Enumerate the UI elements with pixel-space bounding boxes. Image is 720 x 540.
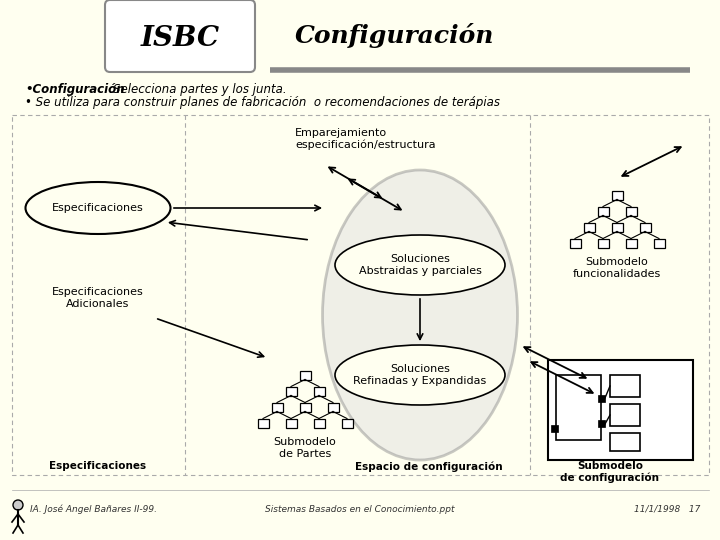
Text: ISBC: ISBC [140,24,220,51]
Bar [271,402,282,411]
Text: Submodelo
de Partes: Submodelo de Partes [274,437,336,458]
Text: Configuración: Configuración [295,24,495,49]
Ellipse shape [335,345,505,405]
Text: 11/1/1998   17: 11/1/1998 17 [634,505,700,514]
Bar [639,222,650,232]
Bar [626,239,636,247]
Bar [313,418,325,428]
Bar [328,402,338,411]
Bar [626,206,636,215]
Bar [611,191,623,199]
Bar [610,433,640,451]
Bar [313,387,325,395]
Text: Especificaciones
Adicionales: Especificaciones Adicionales [52,287,144,309]
Bar [258,418,269,428]
Text: •Configuración: •Configuración [25,83,125,96]
Text: IA. José Angel Bañares II-99.: IA. José Angel Bañares II-99. [30,505,157,515]
Bar [583,222,595,232]
Text: Submodelo
funcionalidades: Submodelo funcionalidades [573,257,661,279]
Bar [598,395,605,402]
Bar [610,375,640,397]
Bar [300,370,310,380]
Text: Sistemas Basados en el Conocimiento.ppt: Sistemas Basados en el Conocimiento.ppt [265,505,455,514]
Bar [598,420,605,427]
Bar [598,206,608,215]
Ellipse shape [335,235,505,295]
Text: Emparejamiento
especificación/estructura: Emparejamiento especificación/estructura [295,128,436,150]
Bar [341,418,353,428]
Bar [610,404,640,426]
Text: :Selecciona partes y los junta.: :Selecciona partes y los junta. [109,83,287,96]
Bar [654,239,665,247]
FancyBboxPatch shape [105,0,255,72]
Text: Especificaciones: Especificaciones [50,461,147,471]
Bar [551,425,558,432]
Ellipse shape [25,182,171,234]
Text: Espacio de configuración: Espacio de configuración [355,461,503,471]
FancyBboxPatch shape [12,115,709,475]
Text: • Se utiliza para construir planes de fabricación  o recomendaciones de terápias: • Se utiliza para construir planes de fa… [25,96,500,109]
Text: Soluciones
Abstraidas y parciales: Soluciones Abstraidas y parciales [359,254,482,276]
Text: Submodelo
de configuración: Submodelo de configuración [560,461,660,483]
Bar [611,222,623,232]
Bar [300,402,310,411]
Ellipse shape [323,170,518,460]
Text: Soluciones
Refinadas y Expandidas: Soluciones Refinadas y Expandidas [354,364,487,386]
Bar [286,418,297,428]
Circle shape [13,500,23,510]
Bar [598,239,608,247]
Bar [556,375,601,440]
Bar [286,387,297,395]
Bar [570,239,580,247]
Text: Especificaciones: Especificaciones [52,203,144,213]
Bar [548,360,693,460]
